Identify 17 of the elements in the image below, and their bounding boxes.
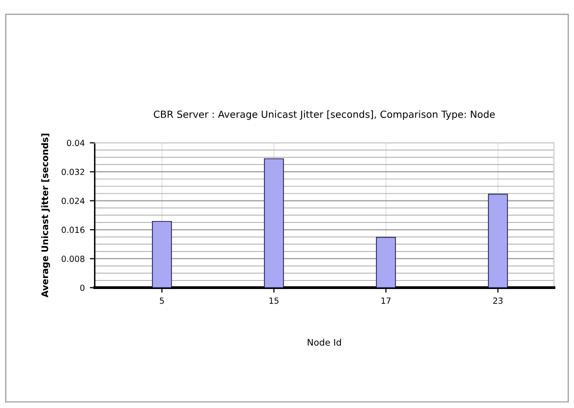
y-tick-label: 0.04: [66, 140, 85, 146]
bar: [488, 194, 508, 288]
bar: [152, 220, 172, 288]
y-tick-label: 0: [80, 284, 84, 291]
y-tick-label: 0.024: [62, 198, 85, 204]
chart-title: CBR Server : Average Unicast Jitter [seconds], Comparison Type: Node: [154, 110, 495, 120]
y-tick-label: 0.008: [62, 256, 84, 262]
x-tick-label: 23: [493, 298, 503, 304]
x-axis-title: Node Id: [308, 338, 341, 346]
bar: [376, 236, 396, 288]
y-axis-title: Average Unicast Jitter [seconds]: [41, 134, 50, 298]
y-tick-label: 0.032: [62, 168, 84, 176]
bar: [264, 158, 284, 288]
x-tick-label: 5: [160, 298, 164, 304]
x-tick-label: 15: [270, 298, 278, 304]
x-tick-label: 17: [382, 298, 390, 304]
y-tick-label: 0.016: [62, 226, 84, 233]
